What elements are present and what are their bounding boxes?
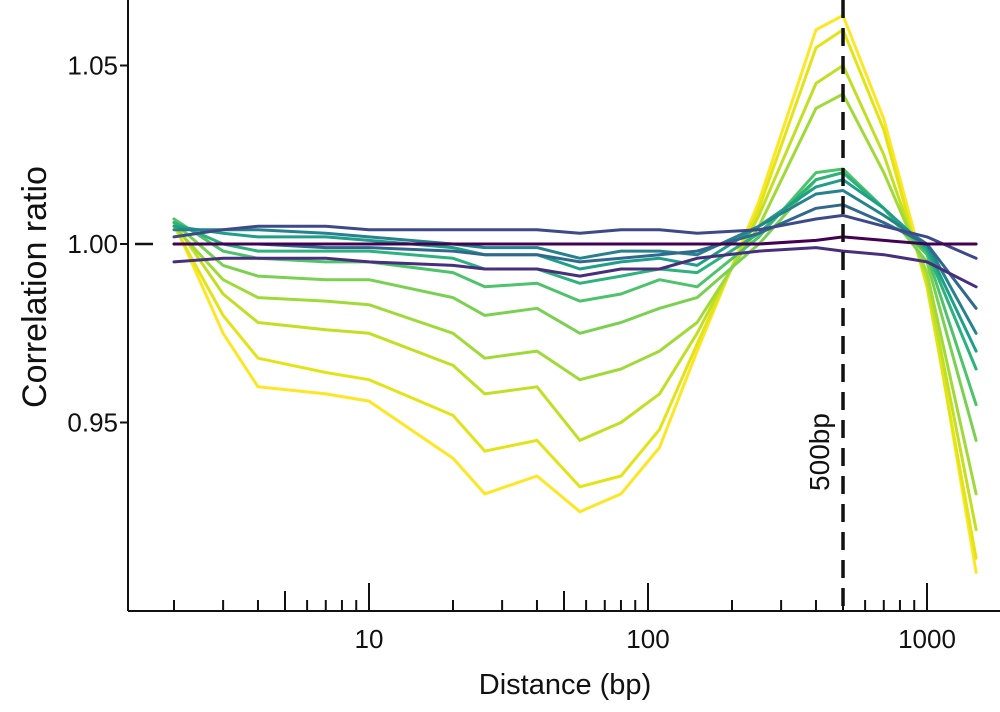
- series-line-3: [172, 64, 978, 532]
- x-tick-label: 100: [626, 624, 669, 654]
- x-ticks: 10 100 1000: [172, 583, 956, 654]
- series-line-10: [172, 203, 978, 310]
- series-line-7: [172, 171, 978, 371]
- y-tick-label: 1.00: [67, 229, 118, 259]
- series-line-4: [172, 92, 978, 496]
- series-line-9: [172, 189, 978, 335]
- vline-label: 500bp: [804, 413, 835, 491]
- series-line-11: [172, 213, 978, 260]
- axes-layer: 10 100 1000 0.95 1.00 1.05: [67, 0, 1000, 654]
- series-line-6: [172, 167, 978, 407]
- reference-lines: 500bp: [135, 0, 845, 611]
- y-ticks: 0.95 1.00 1.05: [67, 51, 128, 438]
- series-line-12: [172, 246, 978, 289]
- series-line-5: [172, 171, 978, 442]
- series-line-2: [172, 28, 978, 560]
- y-tick-label: 0.95: [67, 408, 118, 438]
- x-tick-label: 1000: [898, 624, 956, 654]
- x-tick-label: 10: [355, 624, 384, 654]
- y-axis-title: Correlation ratio: [16, 166, 54, 408]
- series-line-13: [172, 235, 978, 246]
- series-layer: [172, 14, 978, 574]
- y-tick-label: 1.05: [67, 51, 118, 81]
- x-axis-title: Distance (bp): [479, 669, 651, 701]
- series-line-1: [172, 14, 978, 574]
- series-line-8: [172, 178, 978, 353]
